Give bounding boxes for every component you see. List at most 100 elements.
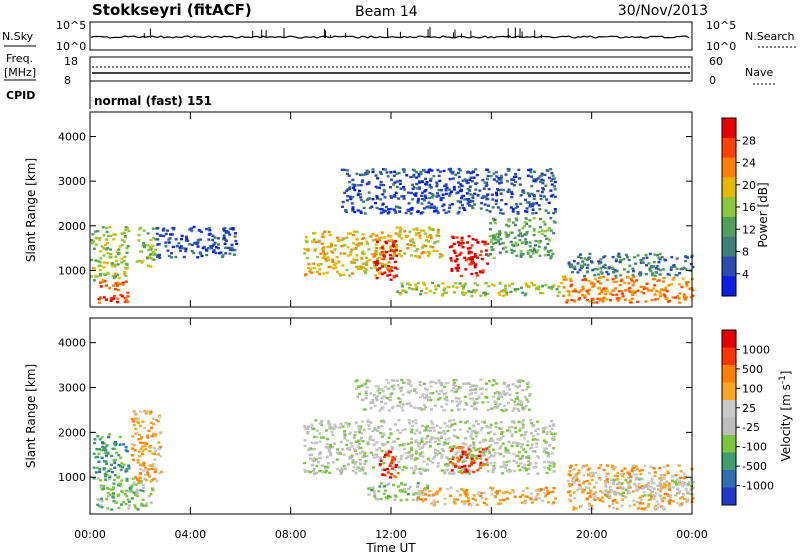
power-cell [467, 235, 471, 238]
velocity-cell [448, 425, 452, 428]
power-cell [525, 207, 529, 210]
velocity-cell [461, 453, 465, 456]
power-cell [422, 169, 426, 172]
velocity-cell [440, 405, 444, 408]
velocity-cell [443, 442, 446, 445]
velocity-cell [650, 495, 654, 498]
velocity-cell [362, 408, 366, 411]
velocity-cell [611, 502, 615, 506]
power-cell [396, 290, 400, 293]
velocity-cell [364, 390, 368, 393]
velocity-cell [112, 492, 115, 495]
velocity-cell [409, 446, 413, 450]
velocity-cell [141, 469, 145, 472]
velocity-colorbar-tick-label: 500 [742, 363, 763, 376]
power-cell [402, 168, 406, 171]
power-cell [447, 168, 451, 171]
velocity-cell [410, 466, 414, 470]
velocity-cell [329, 454, 333, 457]
velocity-cell [327, 462, 331, 465]
power-cell [691, 294, 695, 297]
velocity-cell [381, 468, 385, 471]
power-cell [511, 282, 514, 285]
velocity-cell [420, 498, 424, 501]
power-cell [645, 282, 649, 285]
power-cell [360, 180, 364, 184]
power-cell [390, 257, 394, 260]
velocity-cell [574, 464, 578, 467]
power-cell [470, 244, 474, 247]
velocity-cell [390, 460, 394, 463]
velocity-cell [493, 406, 497, 409]
velocity-cell [411, 453, 415, 457]
velocity-cell [408, 379, 412, 382]
velocity-cell [112, 500, 116, 503]
velocity-cell [145, 469, 149, 472]
power-cell [514, 172, 518, 176]
power-cell [361, 250, 365, 253]
power-cell [654, 271, 658, 274]
velocity-cell [143, 409, 147, 413]
power-cell [102, 296, 106, 299]
velocity-cell [319, 451, 323, 454]
velocity-cell [390, 392, 394, 395]
velocity-cell [398, 431, 402, 435]
velocity-cell [634, 488, 638, 491]
velocity-cell [628, 480, 632, 483]
velocity-cell [152, 423, 155, 426]
velocity-cell [310, 425, 314, 428]
velocity-cell [386, 441, 390, 444]
velocity-cell [122, 501, 126, 504]
power-cell [591, 301, 595, 304]
power-cell [524, 282, 528, 285]
power-cell [562, 286, 566, 289]
velocity-cell [478, 441, 482, 444]
velocity-cell [134, 483, 138, 486]
velocity-cell [523, 499, 527, 502]
power-cell [631, 293, 635, 296]
velocity-cell [590, 504, 594, 508]
velocity-cell [543, 466, 546, 469]
velocity-cell [383, 385, 387, 388]
velocity-cell [521, 465, 525, 469]
velocity-cell [132, 420, 135, 423]
velocity-cell [666, 470, 670, 473]
velocity-cell [139, 447, 143, 450]
velocity-cell [448, 446, 452, 449]
velocity-cell [146, 436, 150, 439]
power-cell [428, 252, 431, 255]
velocity-cell [402, 488, 406, 491]
velocity-cell [347, 446, 351, 450]
power-colorbar-tick-label: 4 [742, 268, 749, 281]
velocity-cell [422, 468, 425, 472]
velocity-cell [475, 397, 479, 401]
power-cell [514, 202, 518, 206]
power-cell [426, 235, 429, 238]
power-cell [428, 226, 432, 229]
velocity-cell [484, 450, 488, 453]
power-cell [116, 282, 120, 285]
power-cell [499, 176, 503, 179]
power-cell [651, 272, 655, 275]
power-cell [452, 249, 456, 252]
power-cell [581, 285, 585, 289]
velocity-cell [418, 471, 422, 474]
velocity-cell [341, 425, 345, 428]
power-cell [514, 223, 517, 227]
power-cell [222, 227, 226, 231]
velocity-cell [354, 449, 357, 452]
velocity-cell [461, 450, 465, 454]
velocity-cell [410, 431, 413, 434]
velocity-cell [100, 436, 104, 439]
power-cell [435, 234, 439, 237]
velocity-cell [390, 445, 394, 449]
velocity-cell [536, 432, 540, 436]
velocity-cell [682, 472, 686, 475]
power-cell [537, 204, 541, 207]
power-cell [461, 287, 465, 290]
velocity-cell [418, 383, 422, 387]
velocity-cell [428, 440, 432, 444]
velocity-cell [620, 469, 624, 472]
velocity-cell [519, 402, 523, 405]
velocity-cell [465, 489, 469, 492]
